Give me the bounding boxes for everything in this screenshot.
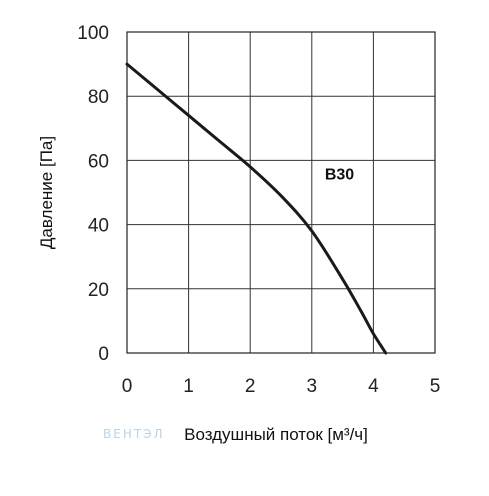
y-tick-label: 40	[88, 216, 109, 237]
series-lines: B30	[125, 62, 388, 355]
y-tick-label: 20	[88, 280, 109, 301]
x-tick-label: 2	[245, 376, 256, 397]
series-label: B30	[325, 167, 354, 184]
watermark: ВЕНТЭЛ	[103, 427, 165, 441]
plot-frame	[126, 31, 436, 354]
x-axis-title: Воздушный поток [м³/ч]	[184, 425, 368, 444]
y-tick-label: 60	[88, 151, 109, 172]
grid	[126, 31, 436, 354]
y-tick-label: 100	[77, 23, 109, 44]
series-line-b30	[125, 62, 388, 355]
y-axis-title: Давление [Па]	[37, 136, 56, 249]
x-tick-label: 4	[368, 376, 379, 397]
x-tick-label: 5	[430, 376, 441, 397]
x-tick-label: 0	[122, 376, 133, 397]
x-tick-label: 3	[307, 376, 318, 397]
y-tick-label: 80	[88, 87, 109, 108]
x-tick-label: 1	[183, 376, 194, 397]
y-tick-labels: 0 20 40 60 80 100	[77, 23, 109, 365]
y-tick-label: 0	[98, 344, 109, 365]
x-tick-labels: 0 1 2 3 4 5	[122, 376, 441, 397]
